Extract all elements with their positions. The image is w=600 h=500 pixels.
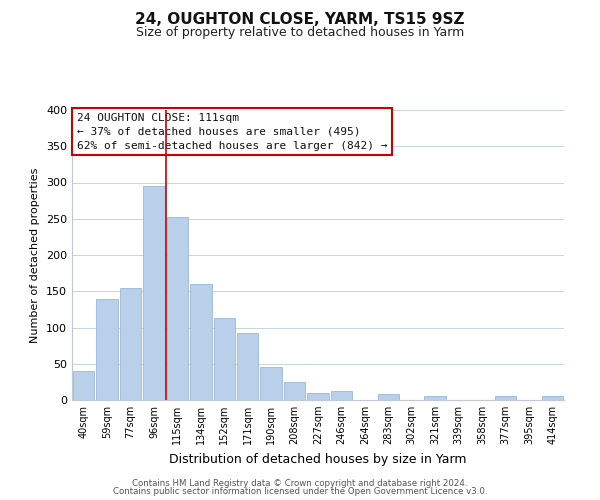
Bar xyxy=(424,396,446,400)
Bar xyxy=(167,216,188,400)
Bar xyxy=(542,396,563,400)
X-axis label: Distribution of detached houses by size in Yarm: Distribution of detached houses by size … xyxy=(169,452,467,466)
Text: 24, OUGHTON CLOSE, YARM, TS15 9SZ: 24, OUGHTON CLOSE, YARM, TS15 9SZ xyxy=(135,12,465,28)
Bar xyxy=(143,186,165,400)
Bar xyxy=(260,366,282,400)
Bar xyxy=(494,396,516,400)
Bar xyxy=(190,284,212,400)
Bar xyxy=(120,288,142,400)
Text: Contains public sector information licensed under the Open Government Licence v3: Contains public sector information licen… xyxy=(113,487,487,496)
Bar xyxy=(237,334,259,400)
Y-axis label: Number of detached properties: Number of detached properties xyxy=(31,168,40,342)
Text: Size of property relative to detached houses in Yarm: Size of property relative to detached ho… xyxy=(136,26,464,39)
Text: 24 OUGHTON CLOSE: 111sqm
← 37% of detached houses are smaller (495)
62% of semi-: 24 OUGHTON CLOSE: 111sqm ← 37% of detach… xyxy=(77,113,388,151)
Text: Contains HM Land Registry data © Crown copyright and database right 2024.: Contains HM Land Registry data © Crown c… xyxy=(132,478,468,488)
Bar xyxy=(284,382,305,400)
Bar xyxy=(73,371,94,400)
Bar xyxy=(307,393,329,400)
Bar xyxy=(377,394,399,400)
Bar xyxy=(214,318,235,400)
Bar xyxy=(331,390,352,400)
Bar xyxy=(97,299,118,400)
